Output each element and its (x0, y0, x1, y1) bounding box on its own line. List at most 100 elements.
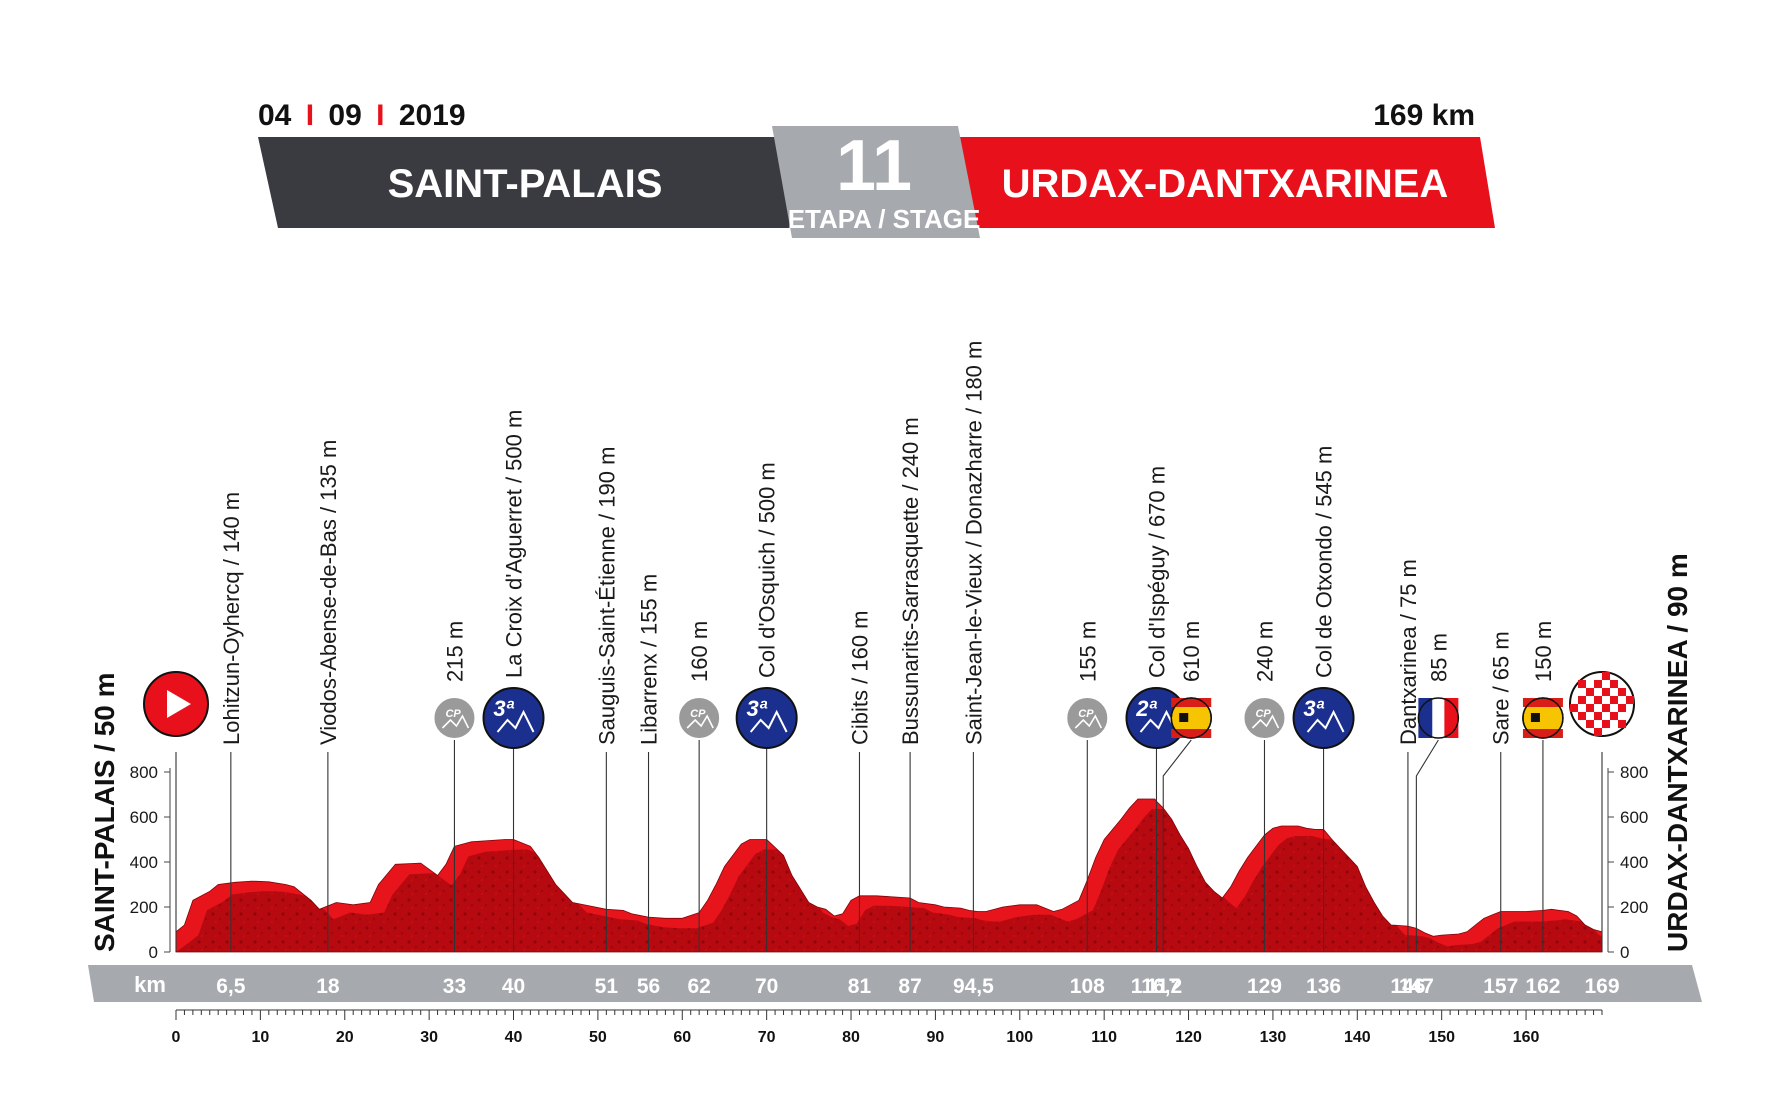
finish-checker-cell (1578, 712, 1586, 720)
waypoint-label: Sare / 65 m (1489, 631, 1514, 745)
y-axis-left: 0 200 400 600 800 (130, 763, 171, 962)
finish-checker-cell (1610, 712, 1618, 720)
profile-outline (175, 798, 1603, 953)
climb-category-label: 3ª (746, 696, 767, 721)
waypoint-badge: 3ª (1292, 687, 1355, 749)
start-play-icon (167, 690, 191, 718)
finish-city-panel (955, 137, 1495, 228)
france-flag-white (1432, 698, 1445, 738)
waypoint-badge: CP (677, 696, 722, 740)
france-flag-blue (1418, 698, 1433, 738)
km-label: 56 (637, 975, 660, 998)
date-day: 04 (258, 99, 292, 132)
spain-flag-stripe-top (1522, 698, 1563, 707)
km-label: 94,5 (953, 975, 994, 998)
waypoint-label: 240 m (1252, 621, 1277, 682)
x-tick-label: 120 (1175, 1029, 1202, 1046)
finish-checker-cell (1626, 696, 1634, 704)
finish-checker-cell (1594, 680, 1602, 688)
climb-mountain-icon (749, 709, 788, 733)
waypoint-badge (143, 671, 209, 737)
climb-category-icon (482, 687, 545, 749)
waypoint-label: Saint-Jean-le-Vieux / Donazharre / 180 m (961, 341, 986, 745)
climb-mountain-icon (1306, 709, 1345, 733)
waypoint-label: Col d'Ispéguy / 670 m (1144, 466, 1169, 678)
waypoint-leader (1415, 739, 1439, 952)
finish-checker-cell (1594, 728, 1602, 736)
stage-number: 11 (836, 126, 912, 206)
checkpoint-icon (1065, 696, 1110, 740)
y-tick-label-left: 800 (130, 763, 158, 782)
x-tick-label: 110 (1091, 1029, 1117, 1046)
spain-flag-stripe-bottom (1171, 729, 1212, 738)
waypoint-label: 610 m (1179, 621, 1204, 682)
finish-checker-cell (1618, 688, 1626, 696)
km-label: 169 (1584, 975, 1619, 998)
stage-label: ETAPA / STAGE (788, 204, 981, 234)
spain-flag-border (1170, 697, 1212, 739)
finish-checker-cell (1610, 680, 1618, 688)
x-tick-label: 40 (505, 1029, 523, 1046)
waypoint-badge (1170, 697, 1212, 739)
km-label: 81 (848, 975, 872, 998)
finish-checker-cell (1618, 720, 1626, 728)
elevation-profile (175, 798, 1603, 953)
x-tick-label: 0 (172, 1029, 181, 1046)
x-tick-label: 80 (842, 1029, 860, 1046)
finish-checker-cell (1586, 704, 1594, 712)
y-tick-label-left: 600 (130, 808, 158, 827)
start-city-panel (258, 137, 790, 228)
waypoint-label: Viodos-Abense-de-Bas / 135 m (316, 440, 341, 745)
profile-dark-body (176, 809, 1602, 952)
km-label: 87 (898, 975, 921, 998)
waypoint-badge (1569, 671, 1635, 737)
km-label: 147 (1399, 975, 1434, 998)
climb-mountain-icon (496, 709, 535, 733)
stage-number-panel (772, 126, 980, 238)
waypoint-label: Col de Otxondo / 545 m (1312, 446, 1337, 678)
checkpoint-mountain-icon (1074, 714, 1103, 729)
x-tick-label: 140 (1344, 1029, 1371, 1046)
y-tick-label-right: 200 (1620, 898, 1648, 917)
km-label: 40 (502, 975, 525, 998)
checkpoint-icon-text: CP (445, 708, 461, 720)
waypoint-label: 215 m (442, 621, 467, 682)
start-side-label: SAINT-PALAIS / 50 m (89, 672, 120, 952)
km-label: 18 (316, 975, 340, 998)
finish-checker-cell (1578, 696, 1586, 704)
km-label: 62 (687, 975, 710, 998)
checkpoint-icon (1242, 696, 1287, 740)
x-tick-label: 70 (758, 1029, 776, 1046)
y-tick-label-left: 0 (149, 943, 158, 962)
x-tick-label: 90 (927, 1029, 945, 1046)
stage-distance: 169 km (1373, 99, 1475, 132)
km-label: 129 (1247, 975, 1282, 998)
km-label: 117 (1146, 975, 1180, 998)
date-month: 09 (328, 99, 361, 132)
km-label: 108 (1070, 975, 1105, 998)
x-tick-label: 20 (336, 1029, 354, 1046)
waypoint-label: La Croix d'Aguerret / 500 m (502, 410, 527, 678)
y-tick-label-right: 400 (1620, 853, 1648, 872)
checkpoint-mountain-icon (686, 714, 714, 729)
tunnel-icon (1179, 713, 1189, 722)
finish-checker-cell (1586, 720, 1594, 728)
date-year: 2019 (399, 99, 466, 132)
climb-category-icon (735, 687, 798, 749)
waypoints: Lohitzun-Oyhercq / 140 m Viodos-Abense-de… (143, 341, 1635, 952)
x-axis: 0 10 20 30 40 50 60 70 80 90 100 110 120 130 140 150 160 (172, 1009, 1603, 1046)
km-label: 136 (1306, 975, 1341, 998)
checkpoint-mountain-icon (1251, 714, 1280, 729)
waypoint-label: Sauguis-Saint-Étienne / 190 m (594, 447, 619, 745)
x-tick-label: 50 (589, 1029, 607, 1046)
spain-flag-stripe-bottom (1522, 729, 1563, 738)
climb-category-label: 3ª (493, 696, 514, 721)
finish-checker-cell (1570, 704, 1578, 712)
waypoint-label: 155 m (1075, 621, 1100, 682)
waypoint-badge: CP (1242, 696, 1287, 740)
finish-checker-cell (1578, 680, 1586, 688)
stage-header: 04 I 09 I 2019 169 km SAINT-PALAIS URDAX… (258, 99, 1495, 238)
checkpoint-mountain-icon (441, 714, 470, 729)
y-tick-label-right: 800 (1620, 763, 1648, 782)
